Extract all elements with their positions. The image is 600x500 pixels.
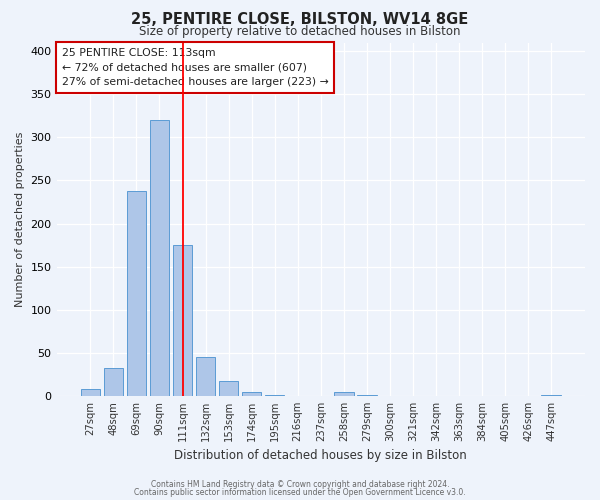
- Bar: [541, 395, 561, 396]
- X-axis label: Distribution of detached houses by size in Bilston: Distribution of detached houses by size …: [175, 450, 467, 462]
- Text: Contains HM Land Registry data © Crown copyright and database right 2024.: Contains HM Land Registry data © Crown c…: [151, 480, 449, 489]
- Bar: [196, 357, 215, 396]
- Bar: [127, 191, 146, 396]
- Bar: [357, 395, 377, 396]
- Text: 25, PENTIRE CLOSE, BILSTON, WV14 8GE: 25, PENTIRE CLOSE, BILSTON, WV14 8GE: [131, 12, 469, 28]
- Bar: [242, 392, 262, 396]
- Bar: [219, 382, 238, 396]
- Text: Size of property relative to detached houses in Bilston: Size of property relative to detached ho…: [139, 25, 461, 38]
- Bar: [149, 120, 169, 396]
- Bar: [173, 245, 193, 396]
- Bar: [334, 392, 353, 396]
- Bar: [80, 389, 100, 396]
- Y-axis label: Number of detached properties: Number of detached properties: [15, 132, 25, 307]
- Text: 25 PENTIRE CLOSE: 113sqm
← 72% of detached houses are smaller (607)
27% of semi-: 25 PENTIRE CLOSE: 113sqm ← 72% of detach…: [62, 48, 329, 88]
- Text: Contains public sector information licensed under the Open Government Licence v3: Contains public sector information licen…: [134, 488, 466, 497]
- Bar: [265, 395, 284, 396]
- Bar: [104, 368, 123, 396]
